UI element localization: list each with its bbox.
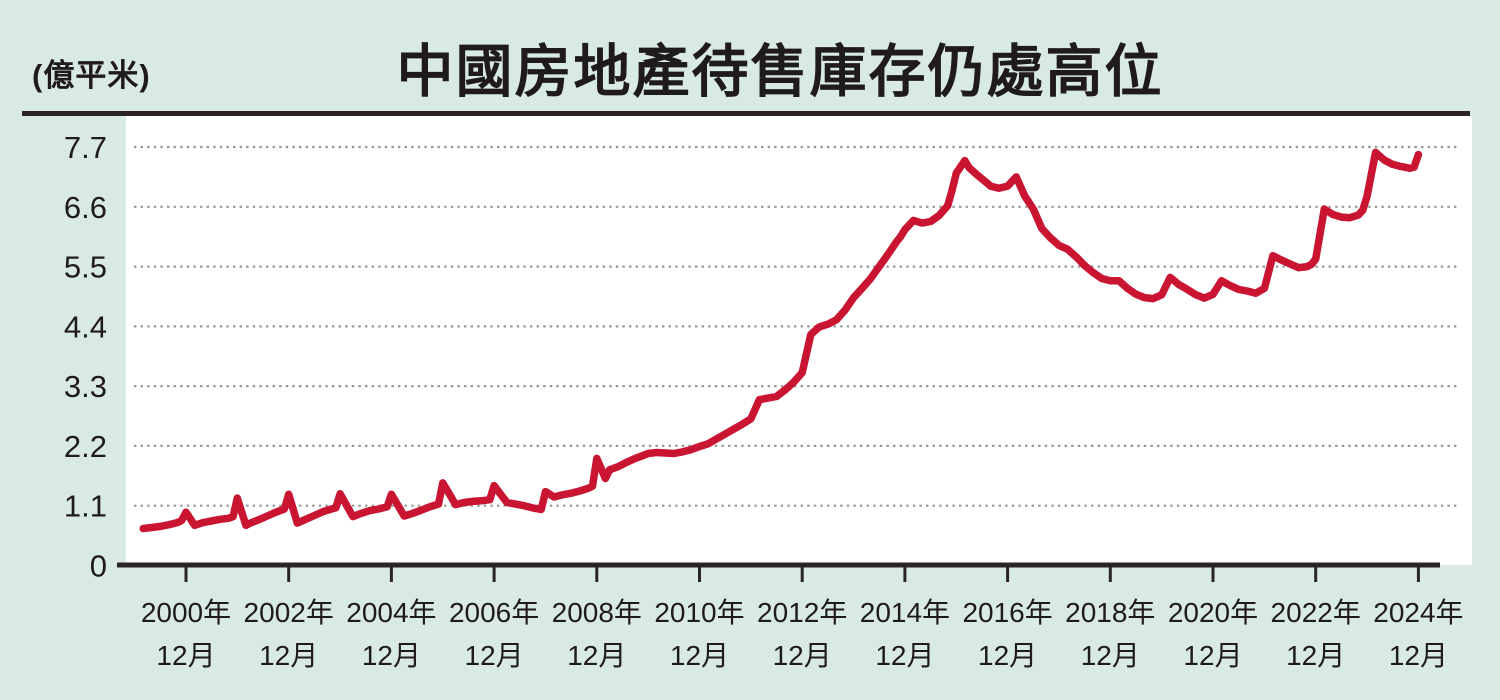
plot-area	[126, 116, 1472, 565]
x-axis-label-month-2010: 12月	[670, 640, 729, 671]
x-axis-label-year-2024: 2024年	[1373, 597, 1463, 628]
x-axis-label-month-2002: 12月	[259, 640, 318, 671]
x-axis-label-month-2022: 12月	[1286, 640, 1345, 671]
x-axis-label-month-2006: 12月	[465, 640, 524, 671]
data-series	[139, 148, 1423, 533]
x-axis-label-month-2020: 12月	[1183, 640, 1242, 671]
y-axis-label-2.2: 2.2	[64, 429, 107, 464]
y-axis-labels: 0 1.1 2.2 3.3 4.4 5.5 6.6 7.7	[64, 130, 107, 584]
x-axis-label-year-2014: 2014年	[860, 597, 950, 628]
x-axis	[117, 562, 1440, 582]
x-axis-label-year-2020: 2020年	[1168, 597, 1258, 628]
x-axis-label-month-2016: 12月	[978, 640, 1037, 671]
x-axis-labels: 2000年 12月 2002年 12月 2004年 12月 2006年 12月 2008年 12月…	[141, 597, 1464, 671]
chart-title: 中國房地產待售庫存仍處高位	[396, 40, 1164, 104]
x-axis-label-month-2000: 12月	[156, 640, 215, 671]
y-axis-label-0: 0	[90, 549, 107, 584]
y-axis-label-7.7: 7.7	[64, 130, 107, 165]
x-axis-label-month-2008: 12月	[567, 640, 626, 671]
x-axis-label-year-2008: 2008年	[552, 597, 642, 628]
x-axis-label-month-2004: 12月	[362, 640, 421, 671]
data-line-待售庫存	[139, 148, 1423, 533]
y-axis-label-6.6: 6.6	[64, 190, 107, 225]
x-axis-label-month-2018: 12月	[1081, 640, 1140, 671]
y-axis-label-3.3: 3.3	[64, 369, 107, 404]
x-axis-label-year-2010: 2010年	[654, 597, 744, 628]
x-axis-label-month-2024: 12月	[1389, 640, 1448, 671]
x-axis-label-year-2002: 2002年	[244, 597, 334, 628]
title-divider-rule	[22, 111, 1470, 116]
y-axis-label-5.5: 5.5	[64, 250, 107, 285]
x-axis-label-year-2018: 2018年	[1065, 597, 1155, 628]
x-axis-label-year-2022: 2022年	[1271, 597, 1361, 628]
x-axis-label-year-2006: 2006年	[449, 597, 539, 628]
y-axis-label-4.4: 4.4	[64, 309, 107, 344]
x-axis-label-month-2012: 12月	[773, 640, 832, 671]
x-axis-label-year-2016: 2016年	[962, 597, 1052, 628]
x-axis-label-year-2000: 2000年	[141, 597, 231, 628]
x-axis-label-month-2014: 12月	[875, 640, 934, 671]
y-axis-unit-label: (億平米)	[32, 58, 151, 93]
y-axis-label-1.1: 1.1	[64, 489, 107, 524]
x-axis-label-year-2004: 2004年	[346, 597, 436, 628]
x-axis-label-year-2012: 2012年	[757, 597, 847, 628]
